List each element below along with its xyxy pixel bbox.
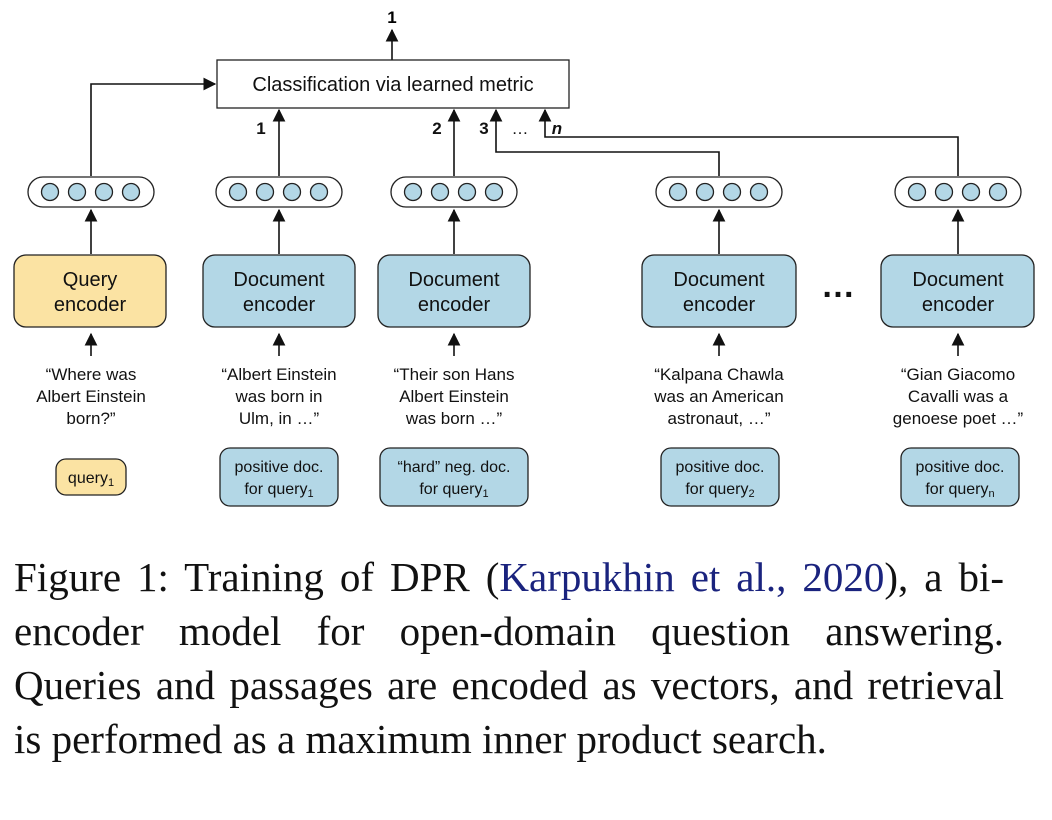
doc-3-text: “Kalpana Chawla was an American astronau… (653, 365, 784, 428)
doc-1-text-line2: was born in (235, 387, 323, 406)
doc-encoder-2-line1: Document (408, 269, 500, 291)
doc-n-text-line3: genoese poet …” (893, 409, 1024, 428)
tag-doc-n-sub: n (989, 488, 995, 500)
doc-3-text-line3: astronaut, …” (668, 409, 771, 428)
input-arrows (84, 332, 965, 356)
docn-vector-arrow (538, 108, 959, 176)
doc-encoder-1-line1: Document (233, 269, 325, 291)
doc-encoder-3-line2: encoder (683, 294, 756, 316)
doc-3-text-line1: “Kalpana Chawla (654, 365, 784, 384)
input-texts: “Where was Albert Einstein born?” “Alber… (36, 365, 1023, 428)
tag-doc-n-line2: for query (925, 481, 988, 498)
doc-2-text-line2: Albert Einstein (399, 387, 509, 406)
svg-text:for query1: for query1 (244, 481, 313, 500)
doc-2-text: “Their son Hans Albert Einstein was born… (394, 365, 515, 428)
document-encoder-3: Document encoder (641, 254, 797, 328)
doc-n-text: “Gian Giacomo Cavalli was a genoese poet… (893, 365, 1024, 428)
doc-2-text-line3: was born …” (405, 409, 503, 428)
connectors (90, 77, 959, 176)
tag-doc-3-line1: positive doc. (676, 459, 765, 476)
tag-hard-negative-doc: “hard” neg. doc. for query1 (379, 447, 529, 507)
dpr-diagram: 1 Classification via learned metric 1 2 … (13, 8, 1035, 507)
svg-text:for query1: for query1 (419, 481, 488, 500)
classifier-label: Classification via learned metric (252, 74, 533, 96)
arrow-labels: 1 2 3 … n (256, 119, 562, 138)
tag-doc-2-line1: “hard” neg. doc. (398, 459, 511, 476)
query-text-line1: “Where was (46, 365, 137, 384)
arrow-label-1: 1 (256, 119, 265, 138)
doc-encoder-n-line1: Document (912, 269, 1004, 291)
tag-doc-n-line1: positive doc. (916, 459, 1005, 476)
query-encoder-line1: Query (63, 269, 117, 291)
svg-text:query1: query1 (68, 470, 114, 489)
tag-doc-3-line2: for query (685, 481, 748, 498)
encoders: Query encoder Document encoder Document … (13, 254, 1035, 328)
vector-doc-2 (390, 176, 518, 208)
doc-1-text: “Albert Einstein was born in Ulm, in …” (221, 365, 336, 428)
svg-text:for query2: for query2 (685, 481, 754, 500)
arrow-label-n: n (552, 119, 562, 138)
svg-text:for queryn: for queryn (925, 481, 994, 500)
vector-doc-1 (215, 176, 343, 208)
doc-encoder-2-line2: encoder (418, 294, 491, 316)
arrow-label-ellipsis: … (512, 119, 529, 138)
tag-positive-doc-n: positive doc. for queryn (900, 447, 1020, 507)
doc-n-text-line1: “Gian Giacomo (901, 365, 1015, 384)
document-encoder-n: Document encoder (880, 254, 1035, 328)
tag-query: query1 (55, 458, 127, 496)
tag-positive-doc-2: positive doc. for query2 (660, 447, 780, 507)
tag-doc-1-sub: 1 (308, 488, 314, 500)
tag-doc-2-sub: 1 (483, 488, 489, 500)
encoder-output-arrows (84, 208, 965, 254)
more-encoders-ellipsis: … (821, 267, 855, 305)
arrow-label-2: 2 (432, 119, 441, 138)
classifier-box: Classification via learned metric (216, 59, 570, 109)
tag-doc-2-line2: for query (419, 481, 482, 498)
arrow-label-3: 3 (479, 119, 488, 138)
query-encoder-line2: encoder (54, 294, 127, 316)
query-text-line3: born?” (66, 409, 115, 428)
query-encoder: Query encoder (13, 254, 167, 328)
tag-doc-1-line2: for query (244, 481, 307, 498)
doc-1-text-line3: Ulm, in …” (239, 409, 320, 428)
tag-positive-doc-1: positive doc. for query1 (219, 447, 339, 507)
figure-caption: Figure 1: Training of DPR (Karpukhin et … (14, 550, 1004, 766)
tag-query-sub: 1 (108, 477, 114, 489)
vector-doc-n (894, 176, 1022, 208)
citation-link[interactable]: Karpukhin et al., 2020 (499, 554, 885, 600)
doc-1-text-line1: “Albert Einstein (221, 365, 336, 384)
vector-doc-3 (655, 176, 783, 208)
query-text-line2: Albert Einstein (36, 387, 146, 406)
document-encoder-2: Document encoder (377, 254, 531, 328)
query-text: “Where was Albert Einstein born?” (36, 365, 146, 428)
doc-encoder-1-line2: encoder (243, 294, 316, 316)
vector-query (27, 176, 155, 208)
tag-doc-3-sub: 2 (749, 488, 755, 500)
doc-2-text-line1: “Their son Hans (394, 365, 515, 384)
embedding-vectors (27, 176, 1022, 208)
doc-3-text-line2: was an American (653, 387, 783, 406)
doc-encoder-n-line2: encoder (922, 294, 995, 316)
tags: query1 positive doc. for query1 “hard” n… (55, 447, 1020, 507)
document-encoder-1: Document encoder (202, 254, 356, 328)
doc3-vector-arrow (489, 108, 720, 176)
output-label: 1 (387, 8, 396, 27)
caption-prefix: Figure 1: Training of DPR ( (14, 554, 500, 600)
caption-body: ), a bi-encoder model for open-domain qu… (14, 554, 1004, 762)
query-vector-arrow (90, 77, 217, 176)
doc-n-text-line2: Cavalli was a (908, 387, 1009, 406)
tag-doc-1-line1: positive doc. (235, 459, 324, 476)
tag-query-label: query (68, 470, 108, 487)
doc-encoder-3-line1: Document (673, 269, 765, 291)
output-arrow: 1 (385, 8, 399, 60)
